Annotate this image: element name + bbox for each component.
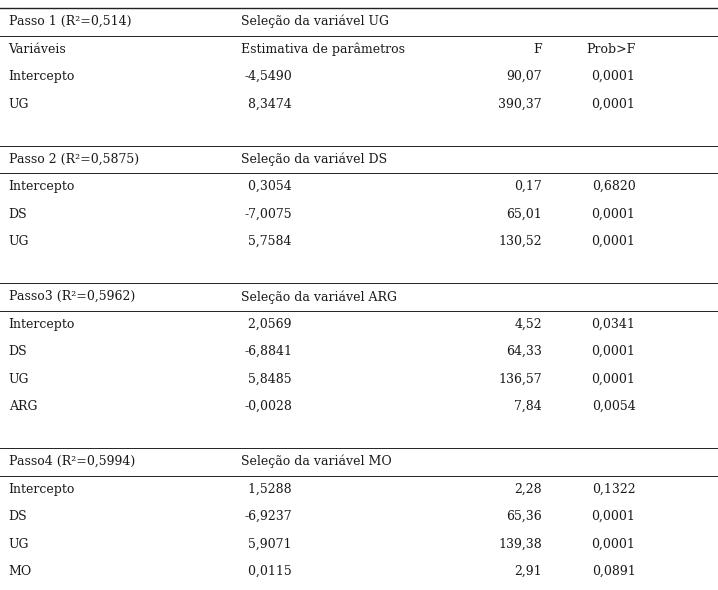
- Text: 7,84: 7,84: [514, 400, 542, 413]
- Text: 139,38: 139,38: [498, 537, 542, 550]
- Text: Estimativa de parâmetros: Estimativa de parâmetros: [241, 42, 404, 56]
- Text: 0,1322: 0,1322: [592, 483, 635, 496]
- Text: F: F: [533, 42, 542, 55]
- Text: UG: UG: [9, 235, 29, 248]
- Text: 0,0054: 0,0054: [592, 400, 635, 413]
- Text: Seleção da variável UG: Seleção da variável UG: [241, 15, 388, 28]
- Text: Variáveis: Variáveis: [9, 42, 66, 55]
- Text: DS: DS: [9, 208, 27, 221]
- Text: 0,0341: 0,0341: [592, 318, 635, 331]
- Text: 0,0001: 0,0001: [592, 98, 635, 111]
- Text: DS: DS: [9, 345, 27, 358]
- Text: ARG: ARG: [9, 400, 37, 413]
- Text: 65,36: 65,36: [506, 510, 542, 523]
- Text: Intercepto: Intercepto: [9, 483, 75, 496]
- Text: Seleção da variável DS: Seleção da variável DS: [241, 152, 387, 166]
- Text: Passo4 (R²=0,5994): Passo4 (R²=0,5994): [9, 455, 135, 468]
- Text: 0,0001: 0,0001: [592, 235, 635, 248]
- Text: 0,0001: 0,0001: [592, 373, 635, 386]
- Text: Prob>F: Prob>F: [586, 42, 635, 55]
- Text: 390,37: 390,37: [498, 98, 542, 111]
- Text: 136,57: 136,57: [498, 373, 542, 386]
- Text: 0,0001: 0,0001: [592, 537, 635, 550]
- Text: 5,7584: 5,7584: [244, 235, 292, 248]
- Text: MO: MO: [9, 565, 32, 578]
- Text: 0,0001: 0,0001: [592, 208, 635, 221]
- Text: DS: DS: [9, 510, 27, 523]
- Text: -0,0028: -0,0028: [244, 400, 292, 413]
- Text: 0,6820: 0,6820: [592, 181, 635, 194]
- Text: Seleção da variável ARG: Seleção da variável ARG: [241, 290, 396, 303]
- Text: 65,01: 65,01: [506, 208, 542, 221]
- Text: 0,0115: 0,0115: [244, 565, 292, 578]
- Text: 90,07: 90,07: [506, 70, 542, 83]
- Text: -4,5490: -4,5490: [244, 70, 292, 83]
- Text: -6,8841: -6,8841: [244, 345, 292, 358]
- Text: 0,0001: 0,0001: [592, 510, 635, 523]
- Text: 0,3054: 0,3054: [244, 181, 292, 194]
- Text: 5,8485: 5,8485: [244, 373, 292, 386]
- Text: Intercepto: Intercepto: [9, 318, 75, 331]
- Text: 5,9071: 5,9071: [244, 537, 292, 550]
- Text: UG: UG: [9, 98, 29, 111]
- Text: 8,3474: 8,3474: [244, 98, 292, 111]
- Text: -7,0075: -7,0075: [244, 208, 292, 221]
- Text: Passo 2 (R²=0,5875): Passo 2 (R²=0,5875): [9, 153, 139, 166]
- Text: Passo3 (R²=0,5962): Passo3 (R²=0,5962): [9, 290, 135, 303]
- Text: 0,0001: 0,0001: [592, 345, 635, 358]
- Text: 4,52: 4,52: [515, 318, 542, 331]
- Text: 2,91: 2,91: [515, 565, 542, 578]
- Text: Intercepto: Intercepto: [9, 70, 75, 83]
- Text: 2,0569: 2,0569: [244, 318, 292, 331]
- Text: 64,33: 64,33: [506, 345, 542, 358]
- Text: Passo 1 (R²=0,514): Passo 1 (R²=0,514): [9, 15, 131, 28]
- Text: Intercepto: Intercepto: [9, 181, 75, 194]
- Text: 1,5288: 1,5288: [244, 483, 292, 496]
- Text: Seleção da variável MO: Seleção da variável MO: [241, 455, 391, 468]
- Text: 0,0891: 0,0891: [592, 565, 635, 578]
- Text: -6,9237: -6,9237: [244, 510, 292, 523]
- Text: 130,52: 130,52: [498, 235, 542, 248]
- Text: 0,0001: 0,0001: [592, 70, 635, 83]
- Text: 0,17: 0,17: [514, 181, 542, 194]
- Text: UG: UG: [9, 373, 29, 386]
- Text: UG: UG: [9, 537, 29, 550]
- Text: 2,28: 2,28: [515, 483, 542, 496]
